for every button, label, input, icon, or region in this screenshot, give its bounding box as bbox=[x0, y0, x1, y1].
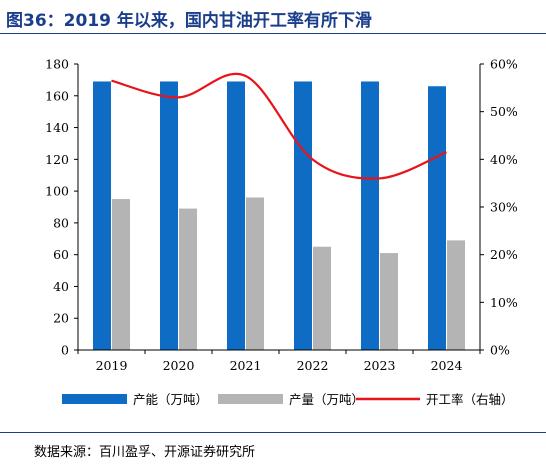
right-tick-label: 30% bbox=[490, 200, 518, 215]
bar-capacity-2021 bbox=[227, 81, 245, 350]
rate-line bbox=[111, 72, 447, 180]
bar-output-2021 bbox=[246, 197, 264, 350]
legend: 产能（万吨） 产量（万吨） 开工率（右轴） bbox=[62, 392, 514, 407]
bars-layer bbox=[93, 81, 465, 350]
legend-label-rate: 开工率（右轴） bbox=[426, 392, 514, 407]
x-tick-label: 2024 bbox=[431, 358, 463, 373]
source-note: 数据来源：百川盈孚、开源证券研究所 bbox=[34, 445, 256, 460]
left-tick-label: 100 bbox=[45, 184, 69, 199]
legend-label-capacity: 产能（万吨） bbox=[133, 392, 208, 407]
legend-swatch-output bbox=[218, 394, 283, 404]
bar-capacity-2022 bbox=[294, 81, 312, 350]
bar-capacity-2020 bbox=[160, 81, 178, 350]
x-tick-label: 2020 bbox=[163, 358, 195, 373]
left-tick-label: 160 bbox=[45, 88, 69, 103]
source-divider bbox=[0, 432, 546, 433]
chart-title: 图36：2019 年以来，国内甘油开工率有所下滑 bbox=[6, 11, 372, 31]
left-tick-label: 20 bbox=[53, 311, 69, 326]
bar-capacity-2019 bbox=[93, 81, 111, 350]
bar-output-2024 bbox=[447, 240, 465, 350]
rate-line-layer bbox=[111, 72, 447, 180]
bar-output-2023 bbox=[380, 253, 398, 350]
chart: 0 20 40 60 80 100 120 140 160 180 0% 10% 20% 30% 40% 50… bbox=[45, 57, 518, 408]
left-tick-label: 80 bbox=[53, 215, 69, 230]
left-tick-label: 120 bbox=[45, 152, 69, 167]
right-tick-label: 0% bbox=[490, 343, 510, 358]
bar-output-2022 bbox=[313, 246, 331, 350]
bar-output-2020 bbox=[179, 208, 197, 350]
x-tick-label: 2023 bbox=[364, 358, 396, 373]
right-tick-label: 20% bbox=[490, 247, 518, 262]
left-tick-label: 0 bbox=[61, 343, 69, 358]
bar-capacity-2024 bbox=[428, 86, 446, 350]
bar-capacity-2023 bbox=[361, 81, 379, 350]
left-tick-label: 60 bbox=[53, 247, 69, 262]
x-tick-label: 2021 bbox=[230, 358, 262, 373]
left-tick-label: 180 bbox=[45, 57, 69, 72]
right-tick-label: 60% bbox=[490, 57, 518, 72]
left-tick-label: 140 bbox=[45, 120, 69, 135]
legend-swatch-capacity bbox=[62, 394, 127, 404]
left-tick-label: 40 bbox=[53, 279, 69, 294]
title-divider bbox=[0, 33, 546, 34]
legend-label-output: 产量（万吨） bbox=[289, 392, 364, 407]
bar-output-2019 bbox=[112, 199, 130, 350]
right-tick-label: 50% bbox=[490, 104, 518, 119]
x-tick-label: 2022 bbox=[297, 358, 329, 373]
x-tick-label: 2019 bbox=[96, 358, 128, 373]
right-tick-label: 10% bbox=[490, 295, 518, 310]
right-tick-label: 40% bbox=[490, 152, 518, 167]
axes-layer: 0 20 40 60 80 100 120 140 160 180 0% 10% 20% 30% 40% 50… bbox=[45, 57, 518, 374]
